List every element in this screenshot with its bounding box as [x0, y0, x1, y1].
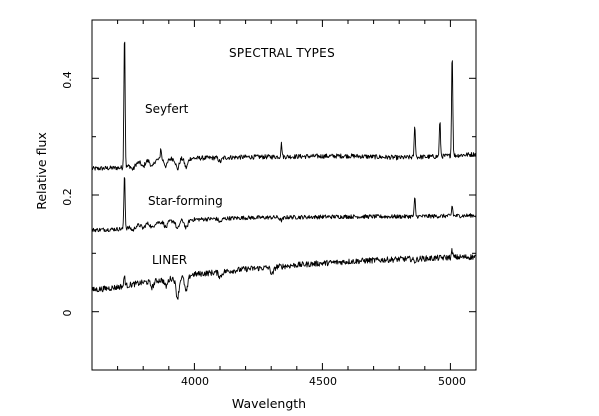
y-tick-label-0: 0 [61, 310, 74, 317]
spectra-lines [91, 41, 477, 300]
chart-title: SPECTRAL TYPES [229, 46, 335, 60]
series-label-liner: LINER [152, 253, 187, 267]
x-axis-title: Wavelength [232, 396, 306, 411]
x-tick-label-4500: 4500 [309, 375, 337, 388]
series-label-seyfert: Seyfert [145, 102, 189, 116]
spectrum-line-star-forming [91, 177, 477, 233]
spectrum-line-liner [91, 248, 477, 300]
x-tick-label-5000: 5000 [438, 375, 466, 388]
series-label-star-forming: Star-forming [148, 194, 223, 208]
y-axis-title: Relative flux [34, 132, 49, 210]
x-tick-label-4000: 4000 [181, 375, 209, 388]
y-tick-label-0-2: 0.2 [61, 188, 74, 206]
y-tick-label-0-4: 0.4 [61, 71, 74, 89]
spectrum-line-seyfert [91, 41, 477, 171]
axis-ticks [92, 19, 477, 371]
